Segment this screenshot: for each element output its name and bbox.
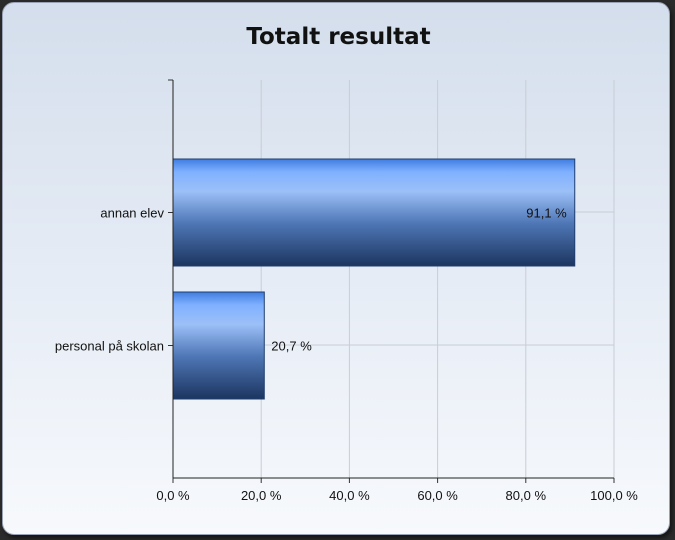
bars <box>172 158 576 400</box>
chart-frame: Totalt resultat <box>2 2 670 535</box>
x-tick-label: 40,0 % <box>329 488 370 503</box>
axes <box>168 79 615 483</box>
category-label: annan elev <box>100 206 164 221</box>
bar <box>172 158 576 267</box>
chart-title: Totalt resultat <box>246 24 431 50</box>
grid <box>173 80 615 478</box>
labels: 0,0 % 20,0 % 40,0 % 60,0 % 80,0 % 100,0 % 91,1… <box>55 206 638 504</box>
x-tick-label: 60,0 % <box>417 488 458 503</box>
x-tick-label: 20,0 % <box>241 488 282 503</box>
bar <box>172 291 265 400</box>
value-label: 91,1 % <box>526 206 567 221</box>
x-tick-label: 0,0 % <box>156 488 190 503</box>
x-tick-label: 80,0 % <box>506 488 547 503</box>
x-tick-label: 100,0 % <box>590 488 638 503</box>
value-label: 20,7 % <box>271 339 312 354</box>
category-label: personal på skolan <box>55 339 164 354</box>
